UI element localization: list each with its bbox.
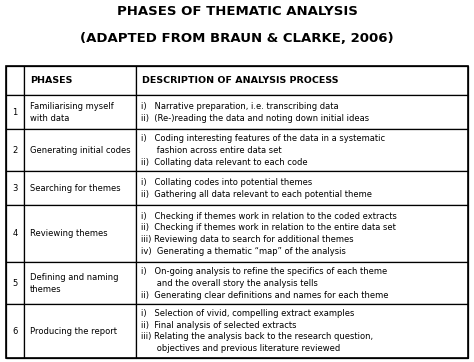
Bar xyxy=(6,171,24,205)
Text: PHASES OF THEMATIC ANALYSIS: PHASES OF THEMATIC ANALYSIS xyxy=(117,5,357,18)
Text: Producing the report: Producing the report xyxy=(30,327,117,336)
Bar xyxy=(136,171,468,205)
Bar xyxy=(6,205,24,262)
Bar xyxy=(24,304,136,358)
Text: DESCRIPTION OF ANALYSIS PROCESS: DESCRIPTION OF ANALYSIS PROCESS xyxy=(142,76,338,85)
Bar xyxy=(6,129,24,171)
Bar xyxy=(136,95,468,129)
Text: Generating initial codes: Generating initial codes xyxy=(30,146,131,155)
Bar xyxy=(6,95,24,129)
Text: 6: 6 xyxy=(12,327,18,336)
Bar xyxy=(24,66,136,95)
Bar xyxy=(6,66,24,95)
Text: i)   Checking if themes work in relation to the coded extracts
ii)  Checking if : i) Checking if themes work in relation t… xyxy=(141,211,397,256)
Bar xyxy=(24,129,136,171)
Bar xyxy=(24,205,136,262)
Bar xyxy=(24,95,136,129)
Bar xyxy=(136,262,468,304)
Bar xyxy=(6,66,468,358)
Text: 3: 3 xyxy=(12,184,18,193)
Bar xyxy=(24,171,136,205)
Text: 4: 4 xyxy=(12,229,18,238)
Text: Defining and naming
themes: Defining and naming themes xyxy=(30,273,118,294)
Text: i)   Narrative preparation, i.e. transcribing data
ii)  (Re-)reading the data an: i) Narrative preparation, i.e. transcrib… xyxy=(141,102,369,123)
Text: Reviewing themes: Reviewing themes xyxy=(30,229,108,238)
Bar xyxy=(24,262,136,304)
Text: 1: 1 xyxy=(12,108,18,117)
Bar xyxy=(136,205,468,262)
Text: 5: 5 xyxy=(12,279,18,288)
Bar xyxy=(136,304,468,358)
Text: i)   On-going analysis to refine the specifics of each theme
      and the overa: i) On-going analysis to refine the speci… xyxy=(141,267,389,299)
Text: 2: 2 xyxy=(12,146,18,155)
Text: i)   Selection of vivid, compelling extract examples
ii)  Final analysis of sele: i) Selection of vivid, compelling extrac… xyxy=(141,309,373,353)
Bar xyxy=(136,129,468,171)
Text: PHASES: PHASES xyxy=(30,76,73,85)
Text: Familiarising myself
with data: Familiarising myself with data xyxy=(30,102,114,123)
Text: Searching for themes: Searching for themes xyxy=(30,184,120,193)
Text: i)   Collating codes into potential themes
ii)  Gathering all data relevant to e: i) Collating codes into potential themes… xyxy=(141,178,372,199)
Bar xyxy=(6,262,24,304)
Text: i)   Coding interesting features of the data in a systematic
      fashion acros: i) Coding interesting features of the da… xyxy=(141,134,385,167)
Bar xyxy=(6,304,24,358)
Bar xyxy=(136,66,468,95)
Text: (ADAPTED FROM BRAUN & CLARKE, 2006): (ADAPTED FROM BRAUN & CLARKE, 2006) xyxy=(80,31,394,45)
